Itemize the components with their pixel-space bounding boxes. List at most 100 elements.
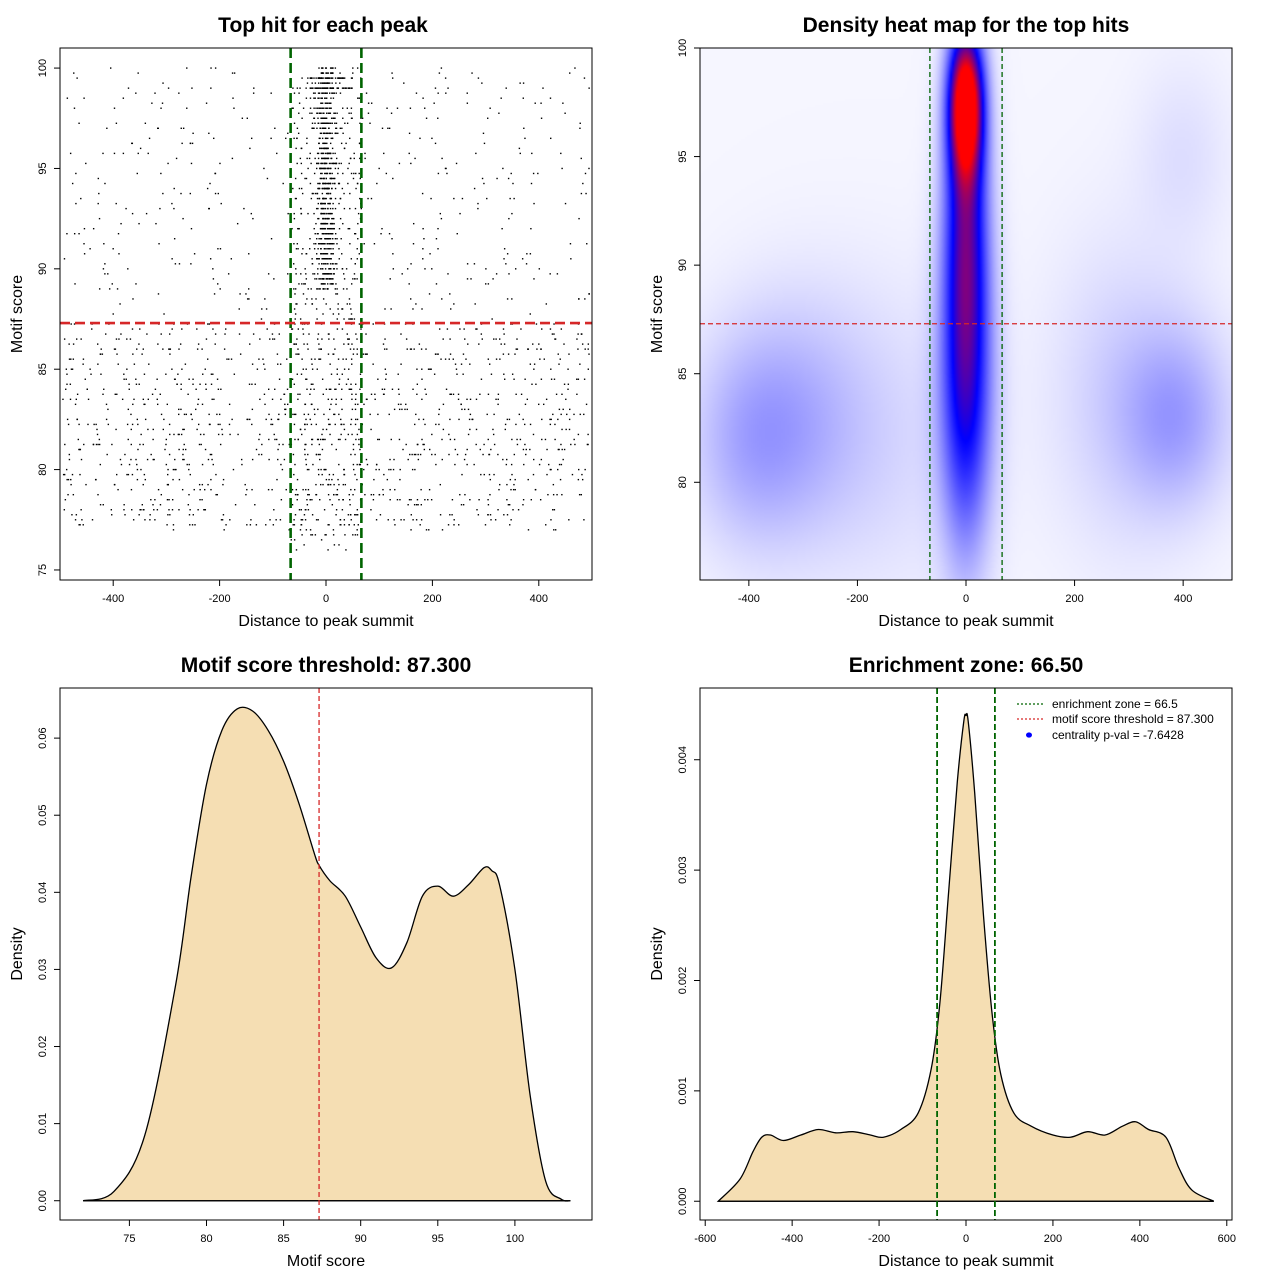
scatter-point	[338, 202, 340, 205]
scatter-point	[275, 438, 278, 441]
scatter-point	[94, 478, 97, 481]
scatter-point	[328, 333, 330, 335]
scatter-point	[284, 413, 287, 416]
scatter-point	[322, 152, 325, 155]
scatter-point	[190, 263, 192, 265]
x-tick-label: 80	[200, 1233, 212, 1245]
scatter-point	[565, 428, 567, 431]
scatter-point	[526, 398, 529, 401]
scatter-point	[560, 152, 562, 155]
scatter-point	[295, 303, 297, 305]
scatter-point	[535, 383, 537, 385]
scatter-point	[325, 77, 327, 79]
scatter-point	[317, 232, 319, 235]
scatter-point	[321, 378, 324, 380]
scatter-point	[527, 529, 530, 531]
scatter-point	[322, 298, 325, 300]
scatter-point	[328, 248, 331, 250]
scatter-point	[580, 493, 583, 496]
scatter-point	[201, 403, 204, 406]
scatter-point	[208, 132, 210, 135]
scatter-point	[446, 172, 448, 175]
scatter-point	[193, 488, 195, 491]
scatter-point	[159, 393, 161, 396]
scatter-point	[66, 383, 68, 385]
x-tick-label: 400	[1131, 1233, 1149, 1245]
scatter-point	[453, 438, 456, 441]
scatter-point	[330, 268, 332, 270]
scatter-point	[301, 253, 303, 255]
x-tick-label: 95	[432, 1233, 444, 1245]
scatter-point	[327, 227, 329, 230]
scatter-point	[258, 438, 260, 441]
scatter-point	[66, 418, 69, 421]
scatter-point	[317, 248, 319, 250]
scatter-point	[441, 529, 444, 531]
scatter-point	[332, 152, 334, 155]
scatter-point	[334, 187, 337, 190]
scatter-point	[505, 463, 508, 466]
scatter-point	[183, 443, 185, 446]
scatter-point	[491, 318, 493, 320]
scatter-point	[324, 438, 326, 441]
scatter-point	[326, 283, 329, 285]
scatter-point	[106, 127, 108, 130]
scatter-point	[100, 373, 102, 375]
scatter-point	[421, 192, 424, 195]
scatter-point	[329, 232, 332, 235]
scatter-point	[210, 87, 212, 89]
scatter-point	[240, 458, 243, 461]
scatter-point	[178, 92, 180, 94]
scatter-point	[323, 112, 325, 114]
scatter-point	[563, 383, 566, 385]
scatter-point	[540, 117, 543, 119]
scatter-point	[201, 483, 204, 486]
scatter-point	[273, 338, 276, 340]
scatter-point	[63, 258, 66, 260]
scatter-point	[210, 478, 212, 481]
scatter-point	[327, 398, 330, 401]
scatter-point	[252, 92, 255, 94]
scatter-point	[300, 187, 303, 190]
scatter-point	[228, 358, 230, 360]
scatter-point	[105, 333, 107, 335]
scatter-point	[396, 107, 399, 109]
scatter-point	[342, 288, 345, 290]
scatter-point	[553, 323, 555, 325]
scatter-point	[323, 243, 325, 245]
scatter-point	[556, 493, 558, 496]
scatter-point	[192, 383, 194, 385]
scatter-point	[72, 493, 75, 496]
scatter-point	[328, 212, 330, 215]
scatter-point	[333, 92, 335, 94]
scatter-point	[209, 453, 212, 456]
scatter-point	[305, 278, 308, 280]
scatter-point	[133, 398, 135, 401]
scatter-point	[562, 102, 564, 104]
scatter-point	[199, 433, 202, 436]
scatter-point	[411, 453, 413, 456]
scatter-point	[203, 433, 205, 436]
scatter-point	[340, 524, 342, 526]
scatter-point	[320, 172, 322, 175]
scatter-point	[322, 263, 325, 265]
scatter-point	[317, 202, 320, 205]
scatter-point	[539, 358, 541, 360]
scatter-point	[454, 363, 457, 365]
scatter-point	[428, 293, 431, 295]
scatter-point	[412, 519, 414, 521]
scatter-point	[214, 172, 216, 175]
scatter-point	[178, 263, 181, 265]
scatter-point	[291, 378, 294, 380]
scatter-point	[151, 393, 154, 396]
scatter-point	[419, 524, 421, 526]
scatter-point	[128, 463, 131, 466]
scatter-point	[460, 403, 462, 406]
scatter-point	[306, 378, 308, 380]
scatter-point	[331, 82, 333, 84]
scatter-point	[560, 328, 563, 330]
scatter-points	[62, 67, 590, 551]
scatter-point	[420, 488, 422, 491]
y-tick-label: 90	[677, 259, 689, 271]
scatter-point	[473, 263, 476, 265]
